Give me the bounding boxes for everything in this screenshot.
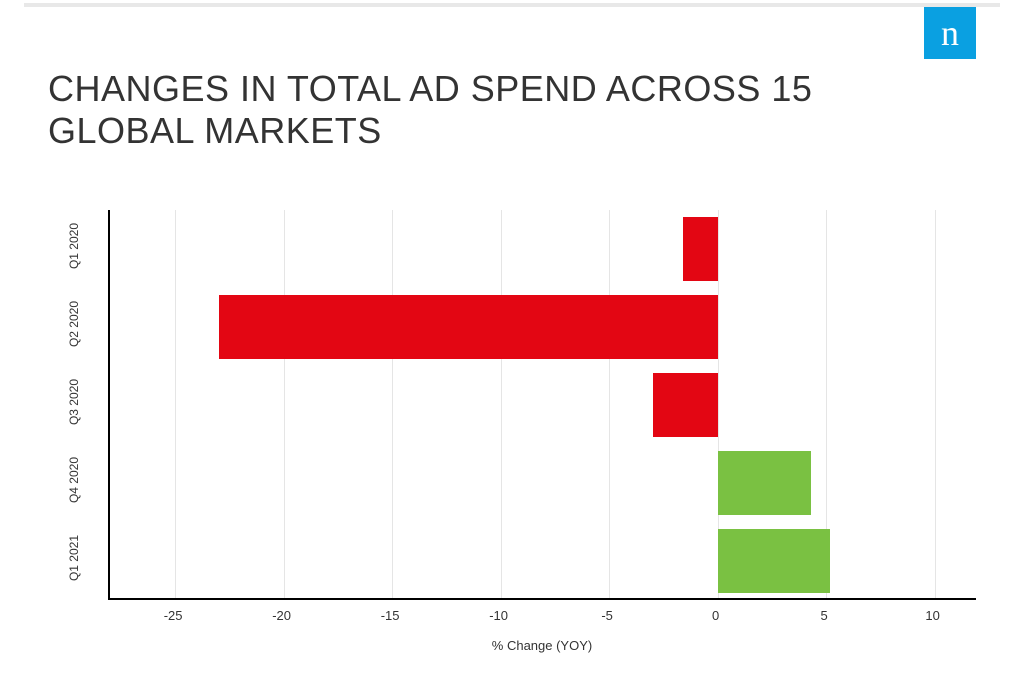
- chart-title: CHANGES IN TOTAL AD SPEND ACROSS 15 GLOB…: [48, 68, 904, 152]
- nielsen-logo-badge: n: [924, 7, 976, 59]
- gridline: [501, 210, 502, 598]
- y-tick-label: Q2 2020: [67, 298, 81, 350]
- bar: [718, 451, 811, 515]
- gridline: [609, 210, 610, 598]
- gridline: [392, 210, 393, 598]
- y-tick-label: Q1 2021: [67, 532, 81, 584]
- chart-container: % Change (YOY) -25 -20 -15 -10 -5 0 5 10 Q1 2020…: [48, 200, 976, 670]
- bar: [718, 529, 831, 593]
- x-axis-label: % Change (YOY): [108, 638, 976, 653]
- y-tick-label: Q3 2020: [67, 376, 81, 428]
- x-tick-label: -20: [272, 608, 291, 623]
- bar: [683, 217, 718, 281]
- y-tick-label: Q4 2020: [67, 454, 81, 506]
- x-tick-label: -5: [601, 608, 613, 623]
- y-tick-label: Q1 2020: [67, 220, 81, 272]
- x-tick-label: -10: [489, 608, 508, 623]
- gridline: [284, 210, 285, 598]
- x-tick-label: 0: [712, 608, 719, 623]
- gridline: [175, 210, 176, 598]
- gridline: [935, 210, 936, 598]
- bar: [653, 373, 718, 437]
- x-tick-label: 10: [925, 608, 939, 623]
- nielsen-logo-glyph: n: [941, 15, 959, 51]
- x-tick-label: 5: [820, 608, 827, 623]
- plot-area: [108, 210, 976, 600]
- x-tick-label: -25: [164, 608, 183, 623]
- x-tick-label: -15: [381, 608, 400, 623]
- bar: [219, 295, 718, 359]
- divider-top: [24, 3, 1000, 7]
